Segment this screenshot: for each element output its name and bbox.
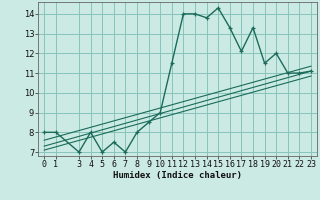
X-axis label: Humidex (Indice chaleur): Humidex (Indice chaleur) — [113, 171, 242, 180]
